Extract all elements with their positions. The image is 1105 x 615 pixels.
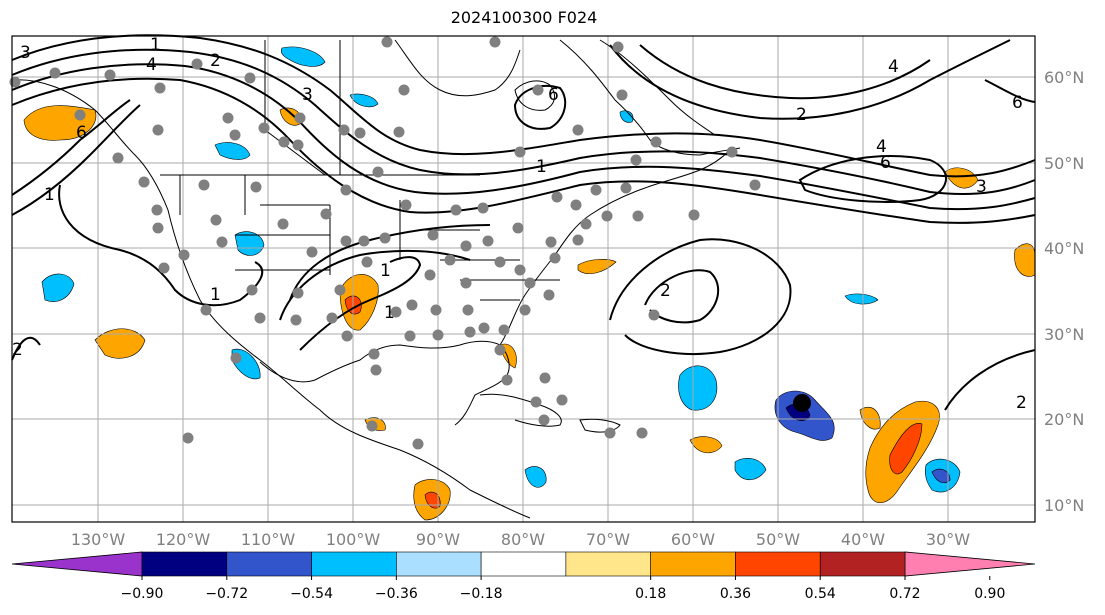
contour-labels: 3 1 2 3 4 6 1 1 1 1 2 6 1 2 4 6 4 6 3 2 … [12, 35, 1027, 413]
storm-center-marker [793, 394, 811, 412]
contour-label: 4 [146, 55, 157, 75]
colorbar-segment [480, 551, 567, 577]
contour-label: 6 [880, 153, 891, 173]
lat-label: 40°N [1044, 239, 1084, 258]
colorbar-tick-label: −0.36 [375, 586, 418, 602]
contour-label: 1 [150, 35, 161, 55]
lon-label: 110°W [241, 530, 296, 549]
contour-label: 2 [12, 340, 23, 360]
colorbar-extend-min [11, 551, 143, 577]
colorbar-tick-label: −0.18 [460, 586, 503, 602]
colorbar-segment [311, 551, 397, 577]
lon-label: 130°W [71, 530, 126, 549]
station-markers [9, 36, 761, 450]
colorbar-segment [565, 551, 651, 577]
contour-label: 3 [302, 85, 313, 105]
latitude-labels: 60°N 50°N 40°N 30°N 20°N 10°N [1044, 68, 1084, 515]
colorbar-tick-label: −0.54 [290, 586, 333, 602]
lon-label: 120°W [156, 530, 211, 549]
contour-label: 1 [536, 157, 547, 177]
colorbar-segment [226, 551, 312, 577]
contour-label: 3 [976, 177, 987, 197]
contour-label: 4 [876, 137, 887, 157]
lon-label: 40°W [841, 530, 885, 549]
colorbar-tick-label: 0.90 [974, 586, 1005, 602]
contour-label: 1 [210, 285, 221, 305]
colorbar: −0.90 −0.72 −0.54 −0.36 −0.18 0.18 0.36 0.54 0.7… [11, 551, 1036, 602]
colorbar-tick-label: 0.36 [720, 586, 751, 602]
contour-label: 1 [44, 185, 55, 205]
colorbar-extend-max [904, 551, 1036, 577]
lon-label: 30°W [926, 530, 970, 549]
contour-label: 2 [660, 281, 671, 301]
lon-label: 80°W [501, 530, 545, 549]
colorbar-tick-label: −0.72 [205, 586, 248, 602]
lon-label: 90°W [416, 530, 460, 549]
colorbar-segment [819, 551, 906, 577]
lat-label: 30°N [1044, 325, 1084, 344]
map-title: 2024100300 F024 [450, 8, 598, 27]
colorbar-tick-label: 0.72 [889, 586, 920, 602]
contour-label: 4 [888, 57, 899, 77]
lon-label: 50°W [756, 530, 800, 549]
lon-label: 60°W [671, 530, 715, 549]
colorbar-tick-label: 0.18 [635, 586, 666, 602]
map-frame [11, 35, 1036, 523]
colorbar-tick-label: −0.90 [121, 586, 164, 602]
colorbar-segment [141, 551, 228, 577]
longitude-labels: 130°W 120°W 110°W 100°W 90°W 80°W 70°W 6… [71, 530, 970, 549]
colorbar-segment [396, 551, 482, 577]
contour-label: 2 [210, 51, 221, 71]
lat-label: 10°N [1044, 496, 1084, 515]
colorbar-segment [735, 551, 821, 577]
contour-label: 2 [796, 105, 807, 125]
contour-label: 2 [1016, 393, 1027, 413]
contour-label: 6 [1012, 93, 1023, 113]
contour-label: 1 [384, 303, 395, 323]
lat-label: 20°N [1044, 410, 1084, 429]
lat-label: 50°N [1044, 154, 1084, 173]
graticule [12, 36, 1035, 522]
contour-label: 1 [380, 261, 391, 281]
contour-label: 6 [76, 123, 87, 143]
colorbar-tick-label: 0.54 [805, 586, 836, 602]
lon-label: 70°W [586, 530, 630, 549]
colorbar-segment [650, 551, 736, 577]
lon-label: 100°W [326, 530, 381, 549]
contour-label: 3 [20, 43, 31, 63]
contours [11, 34, 1036, 411]
contour-label: 6 [548, 85, 559, 105]
lat-label: 60°N [1044, 68, 1084, 87]
